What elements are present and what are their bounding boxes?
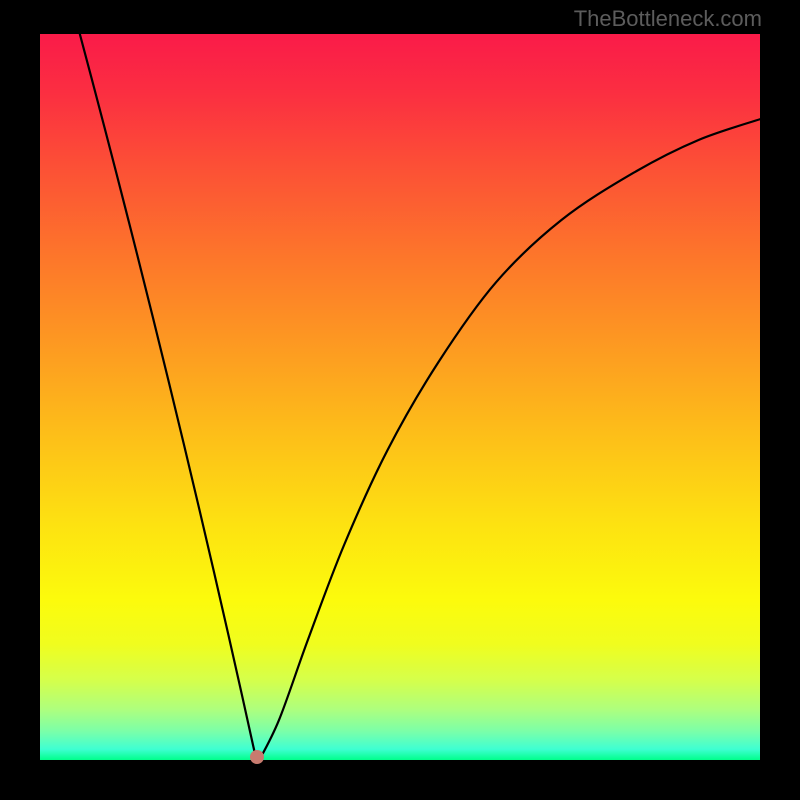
chart-stage: TheBottleneck.com — [0, 0, 800, 800]
optimum-marker — [250, 750, 264, 764]
watermark-text: TheBottleneck.com — [574, 6, 762, 32]
bottleneck-curve-path — [80, 34, 764, 764]
plot-area — [38, 32, 762, 762]
bottleneck-curve — [40, 34, 764, 764]
